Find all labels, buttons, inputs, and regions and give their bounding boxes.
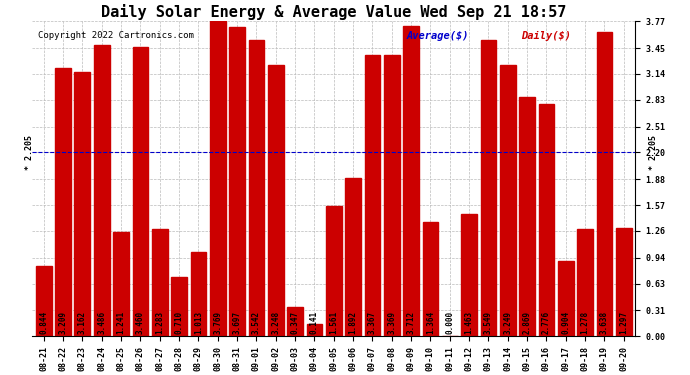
Bar [75, 72, 90, 336]
Bar [248, 40, 264, 336]
Bar [480, 40, 496, 336]
Text: 3.769: 3.769 [213, 311, 222, 334]
Text: 2.776: 2.776 [542, 311, 551, 334]
Text: 1.892: 1.892 [348, 311, 357, 334]
Text: Daily($): Daily($) [521, 31, 571, 41]
Text: 3.209: 3.209 [59, 311, 68, 334]
Bar [55, 68, 71, 336]
Text: 3.486: 3.486 [97, 311, 106, 334]
Text: Average($): Average($) [406, 31, 469, 41]
Bar [152, 229, 168, 336]
Bar [306, 324, 322, 336]
Bar [616, 228, 632, 336]
Text: Copyright 2022 Cartronics.com: Copyright 2022 Cartronics.com [38, 31, 194, 40]
Text: 1.278: 1.278 [581, 311, 590, 334]
Text: 1.297: 1.297 [620, 311, 629, 334]
Bar [268, 65, 284, 336]
Text: 1.364: 1.364 [426, 311, 435, 334]
Bar [384, 55, 400, 336]
Bar [461, 214, 477, 336]
Bar [538, 104, 554, 336]
Text: 1.283: 1.283 [155, 311, 164, 334]
Text: * 2.205: * 2.205 [649, 135, 658, 170]
Bar [558, 261, 573, 336]
Text: 0.844: 0.844 [39, 311, 48, 334]
Text: 3.367: 3.367 [368, 311, 377, 334]
Text: 0.904: 0.904 [561, 311, 571, 334]
Bar [578, 230, 593, 336]
Bar [190, 252, 206, 336]
Text: 1.561: 1.561 [329, 311, 338, 334]
Text: 0.347: 0.347 [290, 311, 299, 334]
Bar [94, 45, 110, 336]
Bar [229, 27, 245, 336]
Bar [422, 222, 438, 336]
Bar [326, 206, 342, 336]
Text: 3.638: 3.638 [600, 311, 609, 334]
Bar [113, 232, 129, 336]
Text: 1.241: 1.241 [117, 311, 126, 334]
Bar [287, 307, 303, 336]
Bar [597, 32, 613, 336]
Bar [132, 47, 148, 336]
Text: 2.869: 2.869 [522, 311, 531, 334]
Text: 3.248: 3.248 [271, 311, 280, 334]
Bar [345, 178, 361, 336]
Title: Daily Solar Energy & Average Value Wed Sep 21 18:57: Daily Solar Energy & Average Value Wed S… [101, 4, 566, 20]
Text: 3.249: 3.249 [503, 311, 512, 334]
Text: 3.369: 3.369 [387, 311, 396, 334]
Text: 3.542: 3.542 [252, 311, 261, 334]
Bar [171, 277, 187, 336]
Text: 3.162: 3.162 [78, 311, 87, 334]
Bar [36, 266, 52, 336]
Text: 3.697: 3.697 [233, 311, 241, 334]
Bar [519, 97, 535, 336]
Bar [500, 65, 515, 336]
Text: 3.460: 3.460 [136, 311, 145, 334]
Text: 3.549: 3.549 [484, 311, 493, 334]
Text: 3.712: 3.712 [406, 311, 415, 334]
Bar [403, 26, 419, 336]
Text: 1.463: 1.463 [464, 311, 473, 334]
Text: 0.000: 0.000 [445, 311, 454, 334]
Bar [210, 21, 226, 336]
Text: 1.013: 1.013 [194, 311, 203, 334]
Text: * 2.205: * 2.205 [25, 135, 34, 170]
Text: 0.710: 0.710 [175, 311, 184, 334]
Bar [364, 55, 380, 336]
Text: 0.141: 0.141 [310, 311, 319, 334]
